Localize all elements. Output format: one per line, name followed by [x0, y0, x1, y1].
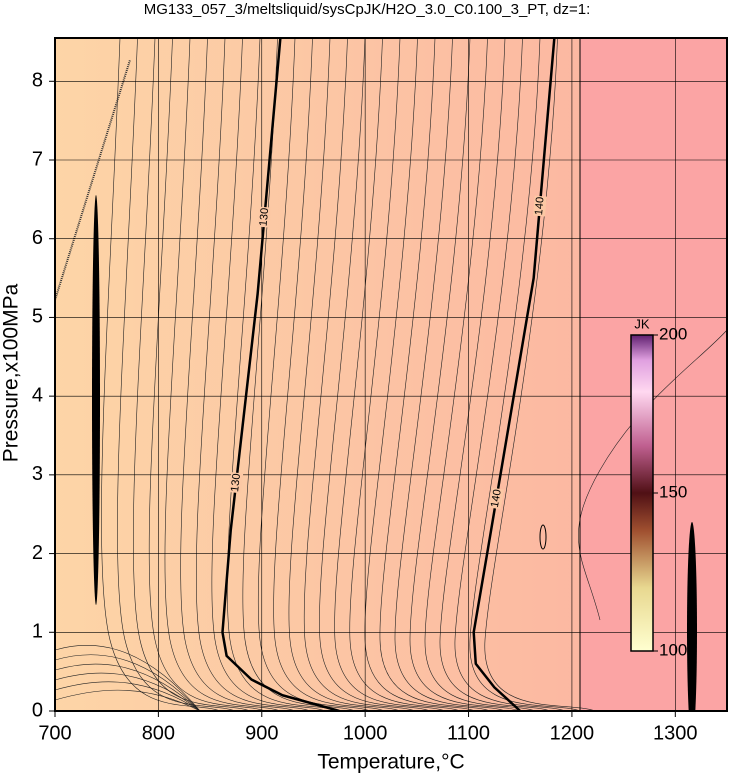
thin-contour: [424, 38, 536, 711]
x-tick-label: 800: [142, 722, 175, 744]
x-tick-label: 1100: [447, 722, 490, 744]
chart-title: MG133_057_3/meltsliquid/sysCpJK/H2O_3.0_…: [144, 1, 591, 18]
thin-contour: [211, 38, 326, 711]
x-tick-label: 1200: [550, 722, 595, 744]
thin-contour: [288, 38, 401, 711]
y-tick-label: 4: [32, 384, 43, 406]
x-tick-label: 1300: [653, 722, 698, 744]
colorbar-tick-label: 150: [659, 482, 687, 501]
thin-contour: [439, 38, 551, 711]
colorbar-tick-label: 100: [659, 640, 687, 659]
axes: 700 800 900 1000 1100 1200 1300 0 1 2 3 4 5 6 7 8: [32, 70, 698, 745]
x-tick-label: 700: [38, 722, 71, 744]
thin-contour: [578, 329, 727, 621]
thin-contour: [409, 38, 521, 711]
thin-contour: [101, 38, 221, 711]
thin-contour: [55, 672, 201, 711]
y-axis-label: Pressure,x100MPa: [0, 283, 23, 462]
colorbar-tick-label: 200: [659, 324, 687, 343]
thin-contour: [164, 38, 281, 711]
y-tick-label: 7: [32, 148, 43, 170]
contour-label: 140: [489, 488, 504, 508]
x-tick-label: 900: [245, 722, 278, 744]
y-tick-label: 6: [32, 227, 43, 249]
y-tick-label: 5: [32, 306, 43, 328]
contour-label-bg: [257, 206, 272, 228]
thin-contour: [484, 38, 596, 711]
contour-label: 130: [258, 207, 272, 226]
y-tick-label: 3: [32, 463, 43, 485]
thin-contour: [334, 38, 446, 711]
thin-contour: [273, 38, 386, 711]
contour-label-bg: [229, 472, 244, 494]
contour-label-bg: [488, 487, 505, 510]
thin-contour: [55, 654, 201, 711]
thin-contour: [364, 38, 476, 711]
thin-contour: [539, 524, 547, 550]
thin-contour: [319, 38, 431, 711]
thin-contour: [349, 38, 461, 711]
thin-contour: [92, 195, 100, 605]
x-axis-label: Temperature,°C: [317, 751, 464, 774]
thin-contour: [133, 38, 251, 711]
thin-contour: [180, 38, 296, 711]
contours: 130 130 140 140: [221, 38, 556, 711]
contour-line: [472, 38, 556, 711]
thin-contour: [454, 38, 566, 711]
colorbar: JK 100 150 200: [630, 316, 687, 659]
thin-contour: [242, 38, 356, 711]
thin-contour: [55, 663, 201, 711]
thin-contour: [55, 645, 201, 711]
y-tick-label: 8: [32, 70, 43, 92]
thin-contour: [55, 681, 201, 711]
contour-label-bg: [533, 195, 547, 217]
y-tick-label: 2: [32, 542, 43, 564]
thin-contour: [303, 38, 416, 711]
thin-contour: [55, 689, 201, 711]
thin-contour: [195, 38, 311, 711]
plot-frame: [54, 37, 728, 712]
thin-contour: [148, 38, 266, 711]
contour-label: 140: [533, 196, 547, 215]
thin-contours: [55, 38, 727, 711]
colorbar-scale: [630, 334, 654, 652]
thin-contour: [687, 522, 697, 711]
contour-label: 130: [229, 473, 243, 493]
thin-contour: [469, 38, 581, 711]
x-tick-label: 1000: [343, 722, 388, 744]
y-tick-label: 1: [32, 621, 43, 643]
contour-line: [221, 38, 340, 711]
thin-contour: [394, 38, 506, 711]
y-tick-label: 0: [32, 699, 43, 721]
colorbar-label: JK: [634, 316, 650, 331]
thin-contour: [379, 38, 491, 711]
